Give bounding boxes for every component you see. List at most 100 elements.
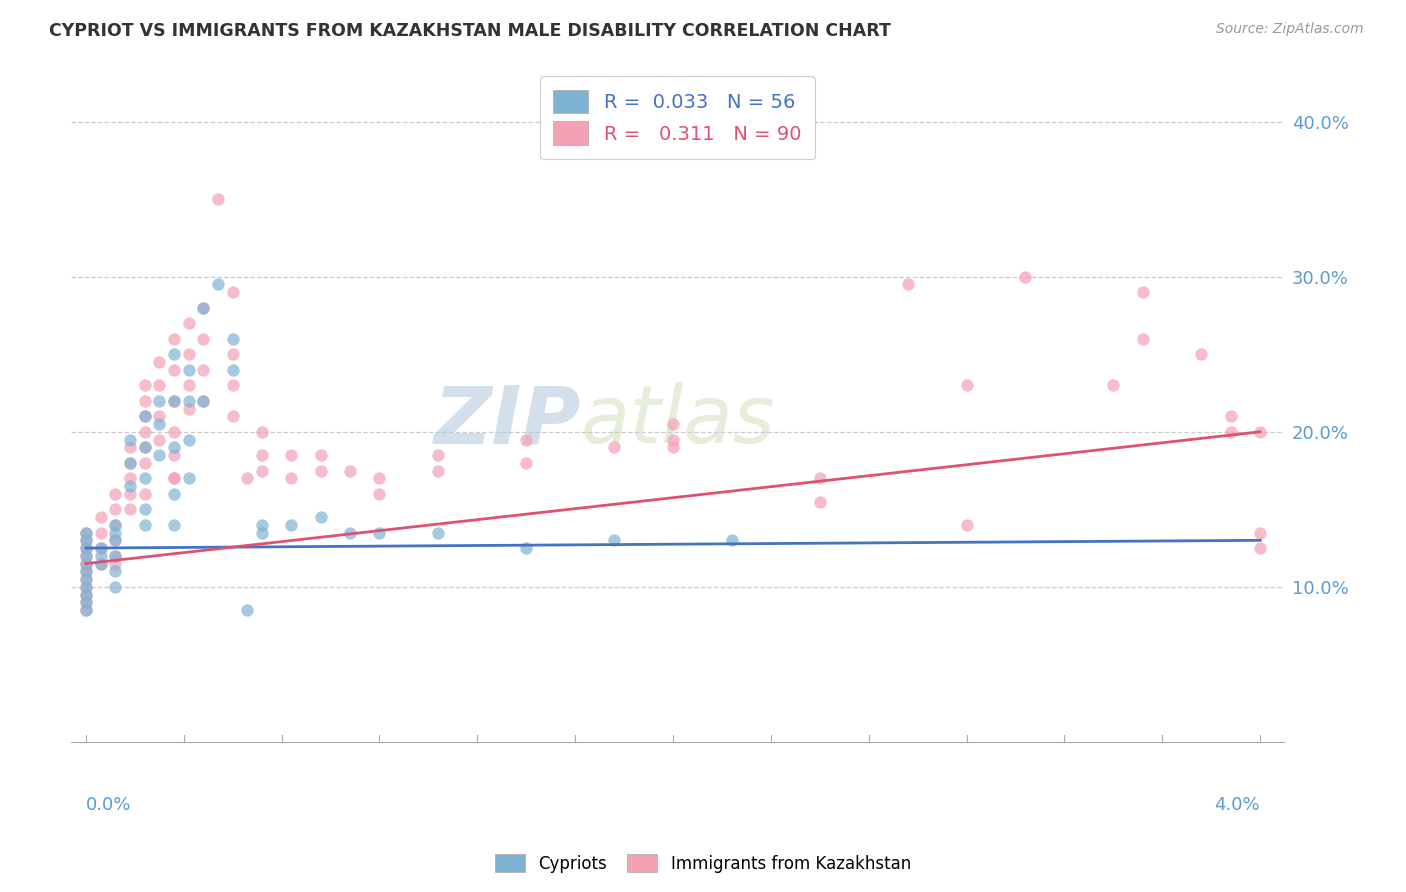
Point	[177, 378, 200, 392]
Point	[193, 332, 215, 346]
Point	[75, 595, 97, 609]
Point	[134, 440, 156, 454]
Point	[104, 487, 127, 501]
Point	[163, 471, 186, 485]
Point	[662, 440, 685, 454]
Point	[163, 332, 186, 346]
Point	[339, 525, 361, 540]
Point	[427, 448, 450, 462]
Point	[177, 363, 200, 377]
Point	[236, 603, 259, 617]
Point	[222, 285, 245, 300]
Point	[90, 541, 112, 555]
Point	[1249, 525, 1271, 540]
Text: CYPRIOT VS IMMIGRANTS FROM KAZAKHSTAN MALE DISABILITY CORRELATION CHART: CYPRIOT VS IMMIGRANTS FROM KAZAKHSTAN MA…	[49, 22, 891, 40]
Point	[148, 433, 170, 447]
Point	[309, 464, 332, 478]
Point	[368, 487, 391, 501]
Point	[134, 409, 156, 424]
Point	[662, 433, 685, 447]
Point	[75, 588, 97, 602]
Point	[955, 378, 977, 392]
Point	[75, 580, 97, 594]
Point	[250, 517, 273, 532]
Point	[1219, 425, 1241, 439]
Point	[163, 393, 186, 408]
Text: Source: ZipAtlas.com: Source: ZipAtlas.com	[1216, 22, 1364, 37]
Point	[163, 517, 186, 532]
Point	[118, 456, 141, 470]
Point	[163, 448, 186, 462]
Point	[222, 347, 245, 361]
Point	[163, 393, 186, 408]
Point	[193, 363, 215, 377]
Point	[515, 541, 537, 555]
Point	[1219, 409, 1241, 424]
Point	[177, 316, 200, 330]
Point	[148, 378, 170, 392]
Point	[75, 549, 97, 563]
Point	[720, 533, 742, 548]
Text: atlas: atlas	[581, 383, 775, 460]
Point	[134, 378, 156, 392]
Point	[90, 525, 112, 540]
Point	[222, 378, 245, 392]
Point	[118, 502, 141, 516]
Point	[104, 533, 127, 548]
Point	[515, 456, 537, 470]
Point	[427, 525, 450, 540]
Point	[104, 533, 127, 548]
Point	[148, 448, 170, 462]
Point	[236, 471, 259, 485]
Point	[134, 393, 156, 408]
Point	[90, 549, 112, 563]
Point	[897, 277, 920, 292]
Point	[1132, 332, 1154, 346]
Point	[177, 401, 200, 416]
Legend: R =  0.033   N = 56, R =   0.311   N = 90: R = 0.033 N = 56, R = 0.311 N = 90	[540, 76, 815, 159]
Point	[90, 541, 112, 555]
Point	[163, 487, 186, 501]
Point	[368, 525, 391, 540]
Point	[309, 448, 332, 462]
Point	[104, 549, 127, 563]
Point	[134, 471, 156, 485]
Text: 4.0%: 4.0%	[1215, 797, 1260, 814]
Text: 0.0%: 0.0%	[86, 797, 131, 814]
Point	[250, 425, 273, 439]
Point	[104, 502, 127, 516]
Point	[163, 471, 186, 485]
Point	[75, 565, 97, 579]
Point	[177, 393, 200, 408]
Point	[118, 479, 141, 493]
Point	[104, 517, 127, 532]
Point	[118, 487, 141, 501]
Point	[90, 557, 112, 571]
Point	[163, 440, 186, 454]
Point	[1249, 425, 1271, 439]
Point	[193, 301, 215, 315]
Point	[250, 464, 273, 478]
Point	[118, 456, 141, 470]
Point	[222, 332, 245, 346]
Point	[90, 557, 112, 571]
Point	[148, 409, 170, 424]
Point	[280, 471, 302, 485]
Point	[603, 440, 626, 454]
Point	[75, 588, 97, 602]
Point	[808, 471, 831, 485]
Point	[955, 517, 977, 532]
Point	[280, 517, 302, 532]
Point	[75, 572, 97, 586]
Point	[207, 192, 229, 206]
Point	[134, 502, 156, 516]
Point	[104, 565, 127, 579]
Point	[177, 347, 200, 361]
Point	[177, 471, 200, 485]
Point	[134, 456, 156, 470]
Point	[177, 433, 200, 447]
Point	[148, 417, 170, 431]
Point	[193, 393, 215, 408]
Point	[90, 510, 112, 524]
Point	[309, 510, 332, 524]
